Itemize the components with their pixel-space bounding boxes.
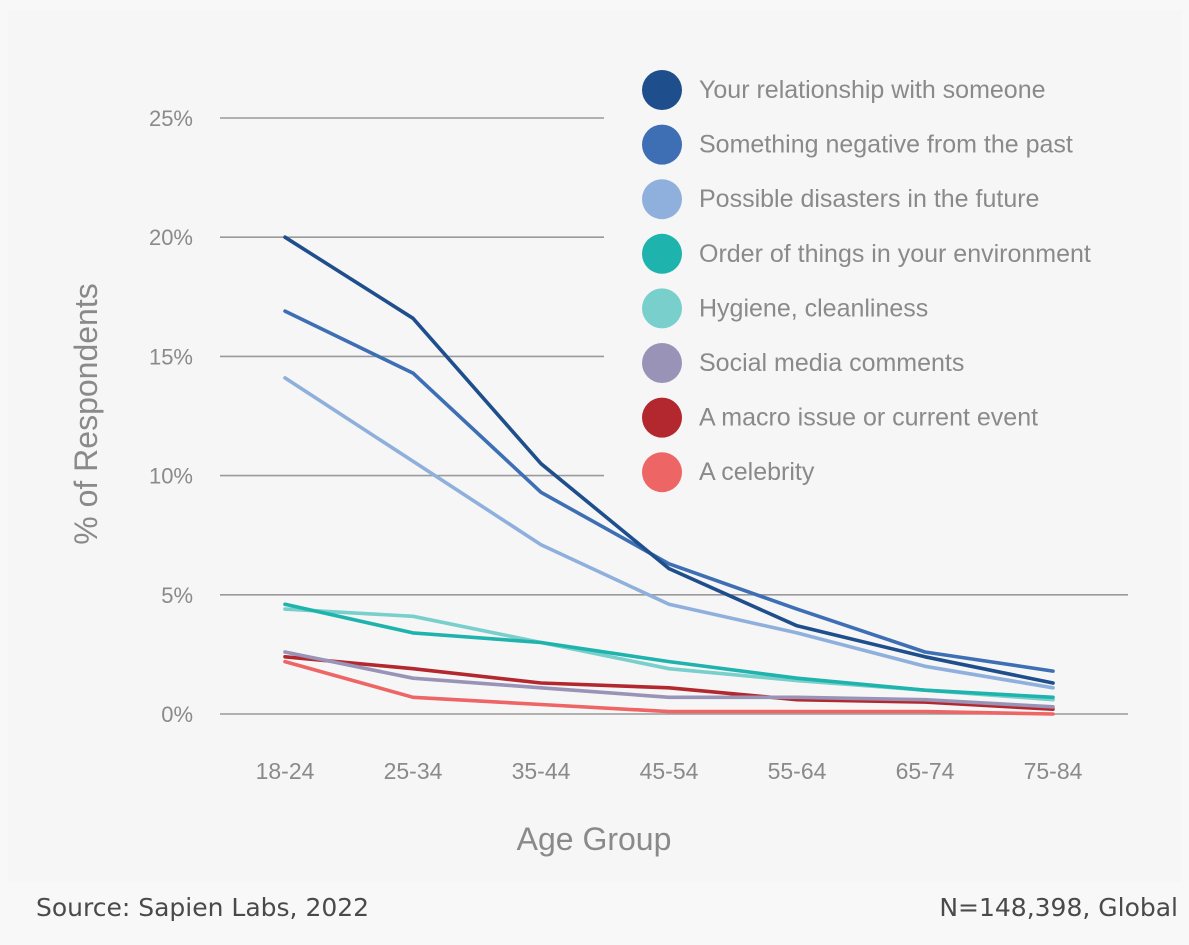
y-tick-label: 20% xyxy=(149,225,193,250)
series-line xyxy=(283,235,1055,685)
legend-marker xyxy=(642,343,682,383)
x-tick-label: 18-24 xyxy=(256,758,315,784)
series-line xyxy=(283,309,1055,673)
legend-label: Social media comments xyxy=(699,349,964,377)
legend-label: Your relationship with someone xyxy=(699,76,1046,104)
legend-label: Possible disasters in the future xyxy=(699,185,1039,213)
series-line xyxy=(283,659,1055,716)
y-tick-label: 10% xyxy=(149,464,193,489)
legend-label: Order of things in your environment xyxy=(699,240,1091,268)
legend-label: Hygiene, cleanliness xyxy=(699,294,928,322)
legend-marker xyxy=(642,452,682,493)
x-tick-label: 75-84 xyxy=(1024,758,1083,784)
legend-marker xyxy=(642,288,682,329)
legend-marker xyxy=(642,70,682,110)
legend-marker xyxy=(642,124,682,165)
y-tick-label: 25% xyxy=(149,106,193,131)
x-tick-label: 55-64 xyxy=(768,758,827,784)
source-note: Source: Sapien Labs, 2022 xyxy=(36,893,370,922)
x-tick-label: 25-34 xyxy=(384,758,443,784)
legend-label: A macro issue or current event xyxy=(699,404,1038,432)
x-axis-title: Age Group xyxy=(517,821,672,857)
x-tick-label: 35-44 xyxy=(512,758,571,784)
y-tick-label: 15% xyxy=(149,344,193,369)
legend-marker xyxy=(642,179,682,220)
legend-label: Something negative from the past xyxy=(699,131,1073,159)
y-axis-title: % of Respondents xyxy=(68,283,104,545)
legend-marker xyxy=(642,397,682,438)
legend-label: A celebrity xyxy=(699,458,815,486)
series-line xyxy=(283,602,1055,700)
y-tick-label: 0% xyxy=(161,702,193,727)
sample-size-note: N=148,398, Global xyxy=(939,893,1178,922)
series-line xyxy=(283,654,1055,712)
series-line xyxy=(283,650,1055,709)
chart-panel xyxy=(8,10,1181,882)
legend-marker xyxy=(642,233,682,274)
series-line xyxy=(283,376,1055,690)
y-tick-label: 5% xyxy=(161,583,193,608)
x-tick-label: 45-54 xyxy=(640,758,699,784)
x-tick-label: 65-74 xyxy=(896,758,955,784)
